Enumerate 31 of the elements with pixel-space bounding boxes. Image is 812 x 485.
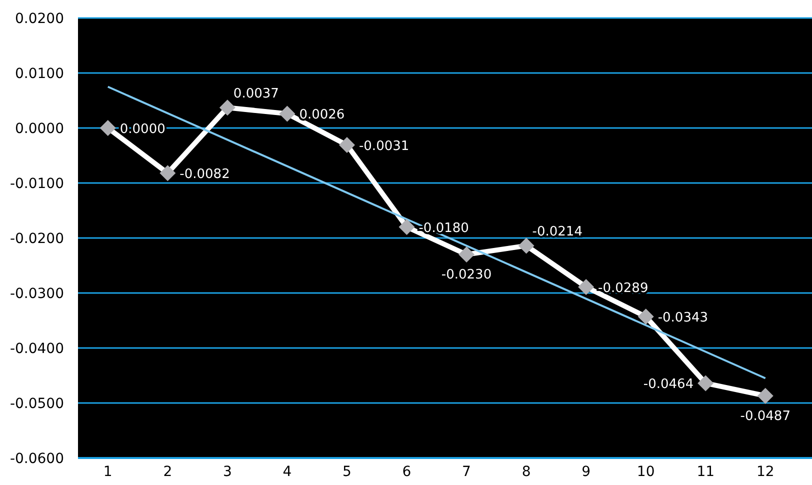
x-tick-label: 9 <box>582 464 591 480</box>
y-tick-label: -0.0400 <box>10 340 64 357</box>
y-tick-label: -0.0500 <box>10 396 64 412</box>
y-tick-label: 0.0100 <box>15 66 64 82</box>
y-tick-label: 0.0000 <box>15 120 64 137</box>
x-tick-label: 11 <box>696 464 715 480</box>
data-label: -0.0082 <box>180 167 230 182</box>
x-tick-label: 2 <box>163 464 172 480</box>
x-tick-label: 4 <box>282 464 292 480</box>
data-label: -0.0031 <box>358 139 410 154</box>
data-label: -0.0289 <box>598 280 648 296</box>
x-tick-label: 1 <box>103 464 112 480</box>
data-label: -0.0343 <box>658 310 708 326</box>
x-tick-label: 7 <box>462 464 471 480</box>
x-tick-label: 8 <box>522 464 531 480</box>
data-label: 0.0037 <box>233 86 279 102</box>
y-tick-label: 0.0200 <box>15 10 64 27</box>
data-label: -0.0487 <box>740 408 790 424</box>
data-label: -0.0464 <box>643 377 694 392</box>
x-tick-label: 10 <box>636 464 655 480</box>
y-tick-label: -0.0200 <box>10 230 64 247</box>
y-tick-label: -0.0100 <box>10 176 64 192</box>
data-label: -0.0214 <box>532 224 582 240</box>
data-label: -0.0230 <box>441 268 492 282</box>
x-tick-label: 5 <box>342 464 352 480</box>
data-label: 0.0026 <box>299 108 345 123</box>
y-tick-label: -0.0300 <box>10 286 64 302</box>
y-tick-label: -0.0600 <box>10 450 64 467</box>
x-tick-label: 3 <box>222 464 232 480</box>
x-tick-label: 6 <box>402 464 412 480</box>
x-tick-label: 12 <box>756 464 774 480</box>
